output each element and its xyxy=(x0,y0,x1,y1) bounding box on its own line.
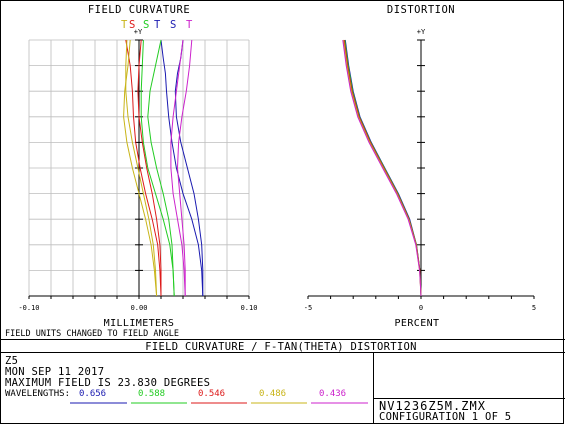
fc-curve xyxy=(160,39,204,297)
fc-xtick-label: 0.10 xyxy=(241,304,258,312)
wavelength-value: 0.486 xyxy=(259,389,286,399)
fc-curve xyxy=(140,39,175,297)
fc-curve xyxy=(170,39,186,297)
fc-title: FIELD CURVATURE xyxy=(88,4,190,16)
plot-banner: FIELD CURVATURE / F-TAN(THETA) DISTORTIO… xyxy=(145,341,416,353)
distortion-panel: DISTORTION +Y -5 0 5 PERCENT xyxy=(304,4,536,329)
fc-xtick-label: 0.00 xyxy=(131,304,148,312)
fc-xtick-label: -0.10 xyxy=(18,304,39,312)
wavelength-value: 0.436 xyxy=(319,389,346,399)
ts-marker: S xyxy=(170,19,177,31)
wavelength-value: 0.588 xyxy=(138,389,165,399)
fc-curve xyxy=(174,39,204,296)
ts-marker: T xyxy=(186,19,193,31)
wavelength-value: 0.546 xyxy=(198,389,225,399)
fc-curve xyxy=(123,39,158,297)
fc-curve xyxy=(125,39,162,297)
field-curvature-panel: FIELD CURVATURE T S S T S T +Y -0.10 0.0… xyxy=(5,4,257,339)
ts-marker: T xyxy=(154,19,161,31)
fc-curve xyxy=(177,39,193,296)
wavelength-legend: 0.656 0.588 0.546 0.486 0.436 xyxy=(70,389,368,404)
field-units-note: FIELD UNITS CHANGED TO FIELD ANGLE xyxy=(5,329,179,339)
dist-xtick-label: 5 xyxy=(532,304,536,312)
fc-xlabel: MILLIMETERS xyxy=(104,318,175,329)
dist-title: DISTORTION xyxy=(387,4,455,16)
dist-xtick-label: -5 xyxy=(304,304,312,312)
ts-marker: S xyxy=(129,19,136,31)
fc-curves xyxy=(123,39,204,297)
wavelength-value: 0.656 xyxy=(79,389,106,399)
fc-curve xyxy=(147,39,175,297)
dist-axis xyxy=(307,39,535,299)
fc-ts-markers: T S S T S T xyxy=(121,19,193,31)
fc-axis xyxy=(28,39,250,299)
distortion-curve xyxy=(342,39,422,297)
ts-marker: S xyxy=(143,19,150,31)
plot-date: MON SEP 11 2017 xyxy=(5,366,104,378)
file-name: NV1236Z5M.ZMX xyxy=(379,399,486,413)
fc-y-axis-label: +Y xyxy=(134,28,143,36)
lens-name: Z5 xyxy=(5,355,18,367)
dist-xtick-label: 0 xyxy=(419,304,423,312)
fc-curve xyxy=(137,39,162,296)
dist-xlabel: PERCENT xyxy=(395,318,440,329)
max-field: MAXIMUM FIELD IS 23.830 DEGREES xyxy=(5,377,210,389)
ts-marker: T xyxy=(121,19,128,31)
dist-y-axis-label: +Y xyxy=(417,28,426,36)
info-block: Z5 MON SEP 11 2017 MAXIMUM FIELD IS 23.8… xyxy=(5,355,368,404)
configuration: CONFIGURATION 1 OF 5 xyxy=(379,411,511,423)
dist-curves xyxy=(342,39,422,297)
wavelengths-label: WAVELENGTHS: xyxy=(5,389,70,399)
